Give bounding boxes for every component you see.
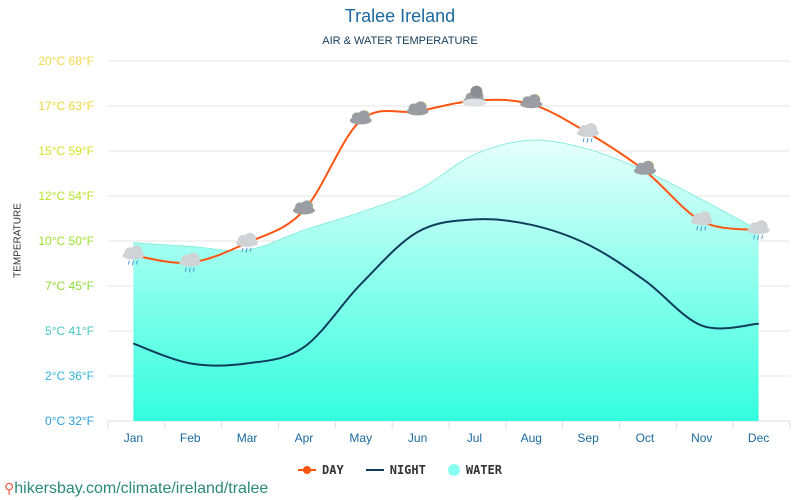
x-tick-label: Jul xyxy=(467,431,482,445)
rain-weather-icon xyxy=(690,211,713,232)
day-marker-icon xyxy=(298,466,317,474)
night-point xyxy=(360,283,362,285)
water-point xyxy=(417,190,419,192)
sun-cloud-weather-icon xyxy=(520,94,543,109)
rain-weather-icon xyxy=(577,123,600,144)
water-point xyxy=(303,229,305,231)
x-tick-label: Jan xyxy=(124,431,143,445)
night-line-icon xyxy=(365,469,384,471)
legend-water[interactable]: WATER xyxy=(447,463,502,477)
water-point xyxy=(360,211,362,213)
water-point xyxy=(587,148,589,150)
y-tick-label: 7°C 45°F xyxy=(45,279,94,293)
source-text: hikersbay.com/climate/ireland/tralee xyxy=(14,480,269,497)
legend-night[interactable]: NIGHT xyxy=(365,463,426,477)
legend-night-label: NIGHT xyxy=(389,463,426,477)
legend: DAY NIGHT WATER xyxy=(0,463,800,477)
sun-cloud-weather-icon xyxy=(292,200,315,215)
location-pin-icon: ⚲ xyxy=(4,480,15,496)
night-point xyxy=(246,362,248,364)
x-tick-label: Jun xyxy=(408,431,427,445)
y-tick-label: 17°C 63°F xyxy=(38,99,94,113)
night-point xyxy=(758,323,760,325)
x-tick-label: Oct xyxy=(636,431,655,445)
night-point xyxy=(189,362,191,364)
water-point xyxy=(189,245,191,247)
water-line xyxy=(133,139,759,252)
y-tick-label: 5°C 41°F xyxy=(45,324,94,338)
x-tick-label: Aug xyxy=(521,431,542,445)
sun-cloud-weather-icon xyxy=(633,160,656,175)
water-point xyxy=(473,154,475,156)
cloud-weather-icon xyxy=(462,85,487,107)
water-point xyxy=(701,199,703,201)
x-tick-label: Mar xyxy=(237,431,258,445)
water-point xyxy=(132,242,134,244)
sun-cloud-weather-icon xyxy=(349,110,372,125)
x-tick-label: Dec xyxy=(748,431,769,445)
rain-weather-icon xyxy=(747,220,770,241)
rain-weather-icon xyxy=(236,232,259,253)
night-point xyxy=(473,218,475,220)
chart-subtitle: AIR & WATER TEMPERATURE xyxy=(322,35,478,47)
rain-weather-icon xyxy=(122,245,145,266)
legend-day-label: DAY xyxy=(322,463,344,477)
x-tick-label: May xyxy=(349,431,372,445)
water-point xyxy=(530,139,532,141)
rain-weather-icon xyxy=(179,252,202,273)
y-tick-label: 10°C 50°F xyxy=(38,234,94,248)
y-tick-label: 2°C 36°F xyxy=(45,369,94,383)
chart-title: Tralee Ireland xyxy=(344,6,456,26)
sun-cloud-weather-icon xyxy=(406,101,429,116)
x-tick-label: Apr xyxy=(295,431,314,445)
night-point xyxy=(644,280,646,282)
y-tick-label: 0°C 32°F xyxy=(45,414,94,428)
plot-area: 0°C 32°F 2°C 36°F 5°C 41°F 7°C 45°F 10°C 50°… xyxy=(38,54,791,445)
y-tick-label: 12°C 54°F xyxy=(38,189,94,203)
y-tick-label: 15°C 59°F xyxy=(38,144,94,158)
night-point xyxy=(701,325,703,327)
night-point xyxy=(132,343,134,345)
y-tick-label: 20°C 68°F xyxy=(38,54,94,68)
night-point xyxy=(587,244,589,246)
legend-water-label: WATER xyxy=(465,463,502,477)
night-point xyxy=(417,231,419,233)
x-tick-label: Nov xyxy=(691,431,712,445)
night-point xyxy=(530,224,532,226)
x-tick-label: Feb xyxy=(180,431,201,445)
water-circle-icon xyxy=(447,464,460,476)
legend-day[interactable]: DAY xyxy=(298,463,344,477)
water-area xyxy=(133,140,759,421)
night-point xyxy=(303,346,305,348)
x-tick-label: Sep xyxy=(577,431,599,445)
source-link[interactable]: ⚲hikersbay.com/climate/ireland/tralee xyxy=(4,480,268,498)
